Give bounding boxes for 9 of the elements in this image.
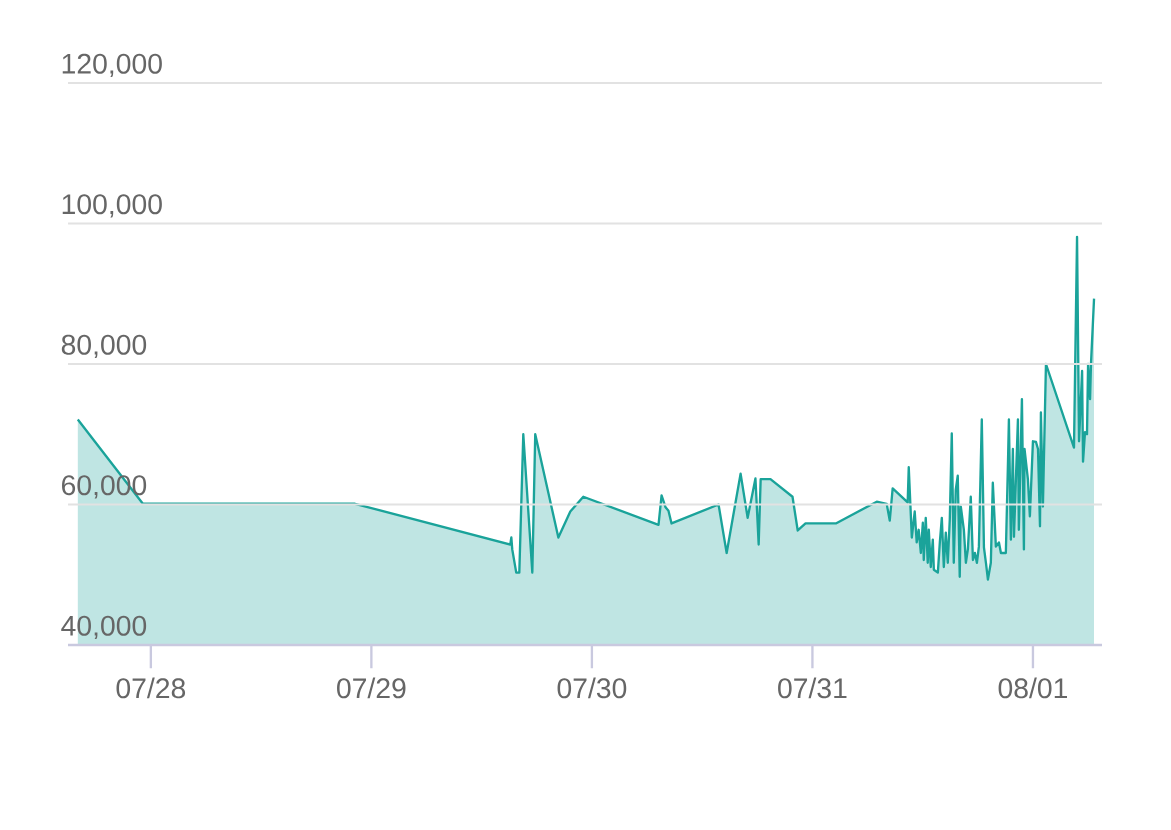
x-tick-label: 07/28 xyxy=(116,677,186,699)
y-tick-label: 120,000 xyxy=(62,53,162,78)
y-tick-label: 40,000 xyxy=(61,615,147,640)
y-tick-label: 80,000 xyxy=(61,334,147,359)
x-tick-label: 07/29 xyxy=(337,677,406,699)
y-tick-label: 100,000 xyxy=(62,194,162,218)
x-tick-label: 07/30 xyxy=(557,677,627,699)
x-tick-label: 07/31 xyxy=(778,677,847,699)
x-tick-label: 08/01 xyxy=(998,677,1067,699)
